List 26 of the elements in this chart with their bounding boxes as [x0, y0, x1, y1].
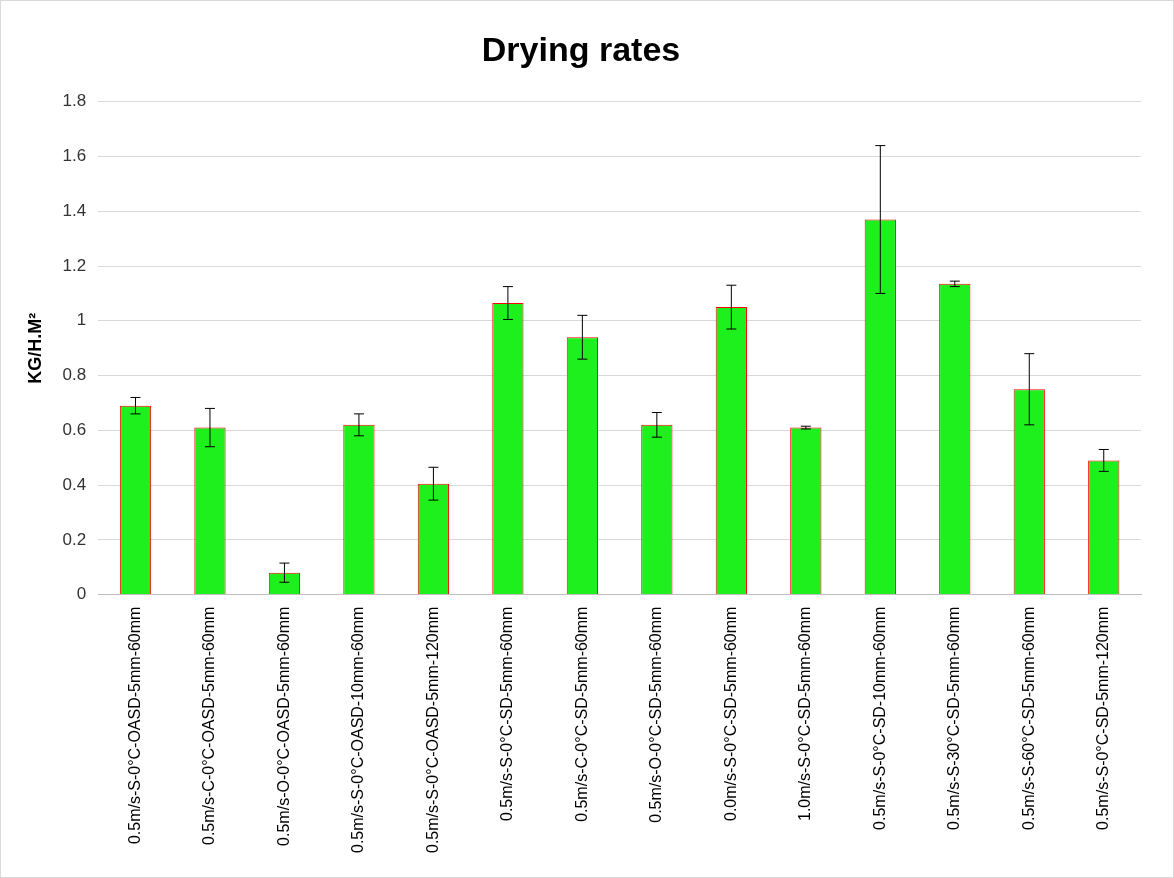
x-tick-label: 0.5m/s-S-0°C-SD-10mm-60mm [870, 606, 888, 830]
x-tick-label: 0.5m/s-S-0°C-OASD-5mm-60mm [125, 606, 143, 845]
x-tick-label: 0.5m/s-S-60°C-SD-5mm-60mm [1019, 606, 1037, 830]
y-tick-label: 0.6 [62, 420, 87, 439]
x-tick-label: 0.5m/s-S-30°C-SD-5mm-60mm [945, 606, 963, 830]
x-tick-label: 0.5m/s-C-0°C-OASD-5mm-60mm [200, 606, 218, 845]
y-tick-label: 0 [76, 584, 87, 604]
x-tick-label: 0.0m/s-S-0°C-SD-5mm-60mm [721, 606, 739, 821]
y-tick-label: 0.2 [62, 529, 87, 549]
x-tick-label: 0.5m/s-S-0°C-OASD-5mm-120mm [423, 606, 441, 854]
y-axis-title: KG/H.M² [24, 312, 45, 384]
x-tick-label: 0.5m/s-O-0°C-OASD-5mm-60mm [274, 606, 292, 846]
x-tick-label: 0.5m/s-S-0°C-SD-5mm-120mm [1094, 606, 1112, 830]
y-tick-label: 0.8 [62, 365, 87, 385]
x-tick-label: 0.5m/s-S-0°C-OASD-10mm-60mm [349, 606, 367, 854]
y-tick-label: 1 [76, 310, 87, 330]
x-tick-label: 0.5m/s-C-0°C-SD-5mm-60mm [572, 606, 590, 822]
y-tick-label: 1.2 [62, 255, 87, 275]
y-tick-label: 1.4 [62, 200, 87, 220]
y-tick-label: 1.8 [62, 91, 87, 111]
chart-title: Drying rates [481, 29, 681, 68]
y-tick-label: 0.4 [62, 474, 87, 494]
x-tick-label: 0.5m/s-S-0°C-SD-5mm-60mm [498, 606, 516, 821]
x-tick-label: 0.5m/s-O-0°C-SD-5mm-60mm [647, 606, 665, 823]
x-tick-label: 1.0m/s-S-0°C-SD-5mm-60mm [796, 606, 814, 821]
y-tick-label: 1.6 [62, 146, 87, 166]
